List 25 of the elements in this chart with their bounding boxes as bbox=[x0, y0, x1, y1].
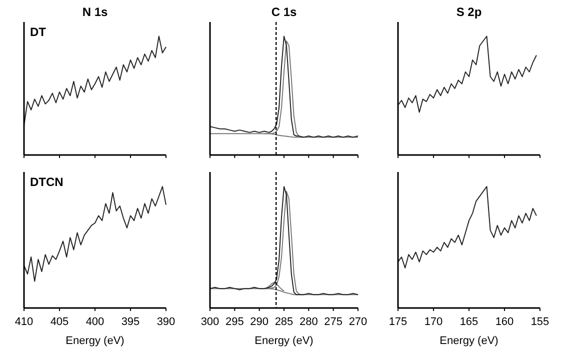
x-tick-label: 290 bbox=[250, 316, 269, 328]
chart-title: N 1s bbox=[82, 5, 108, 19]
x-tick-label: 390 bbox=[156, 316, 176, 328]
x-tick-label: 270 bbox=[348, 316, 368, 328]
x-axis-title: Energy (eV) bbox=[66, 335, 124, 347]
x-tick-label: 170 bbox=[424, 316, 443, 328]
x-tick-label: 275 bbox=[324, 316, 343, 328]
x-tick-label: 155 bbox=[530, 316, 550, 328]
x-tick-label: 400 bbox=[86, 316, 104, 328]
x-tick-label: 165 bbox=[460, 316, 478, 328]
x-tick-label: 175 bbox=[388, 316, 408, 328]
x-axis-title: Energy (eV) bbox=[440, 335, 498, 347]
chart-title: C 1s bbox=[271, 5, 297, 19]
x-tick-label: 300 bbox=[200, 316, 220, 328]
x-tick-label: 395 bbox=[121, 316, 140, 328]
chart-title: S 2p bbox=[456, 5, 482, 19]
x-tick-label: 160 bbox=[495, 316, 514, 328]
x-tick-label: 295 bbox=[225, 316, 244, 328]
x-tick-label: 285 bbox=[274, 316, 294, 328]
x-tick-label: 410 bbox=[14, 316, 34, 328]
x-tick-label: 280 bbox=[299, 316, 318, 328]
x-tick-label: 405 bbox=[50, 316, 69, 328]
x-axis-title: Energy (eV) bbox=[254, 335, 314, 347]
annotation: DTCN bbox=[30, 175, 64, 189]
annotation: DT bbox=[30, 25, 47, 39]
